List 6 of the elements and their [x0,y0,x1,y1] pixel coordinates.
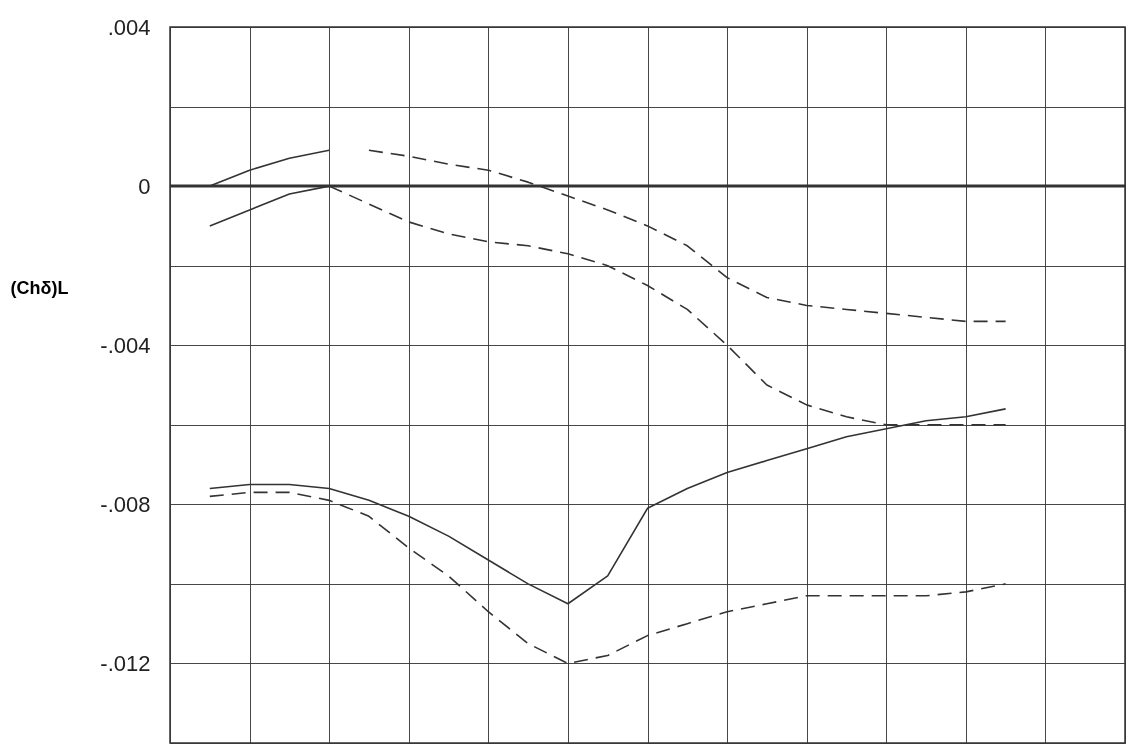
y-tick-label: .004 [107,14,151,40]
y-tick-label: -.004 [100,332,151,358]
y-tick-label: 0 [138,173,151,199]
y-tick-label: -.008 [100,491,151,517]
y-tick-label: -.012 [100,650,151,676]
y-axis-title: (Chδ)L [10,277,69,298]
